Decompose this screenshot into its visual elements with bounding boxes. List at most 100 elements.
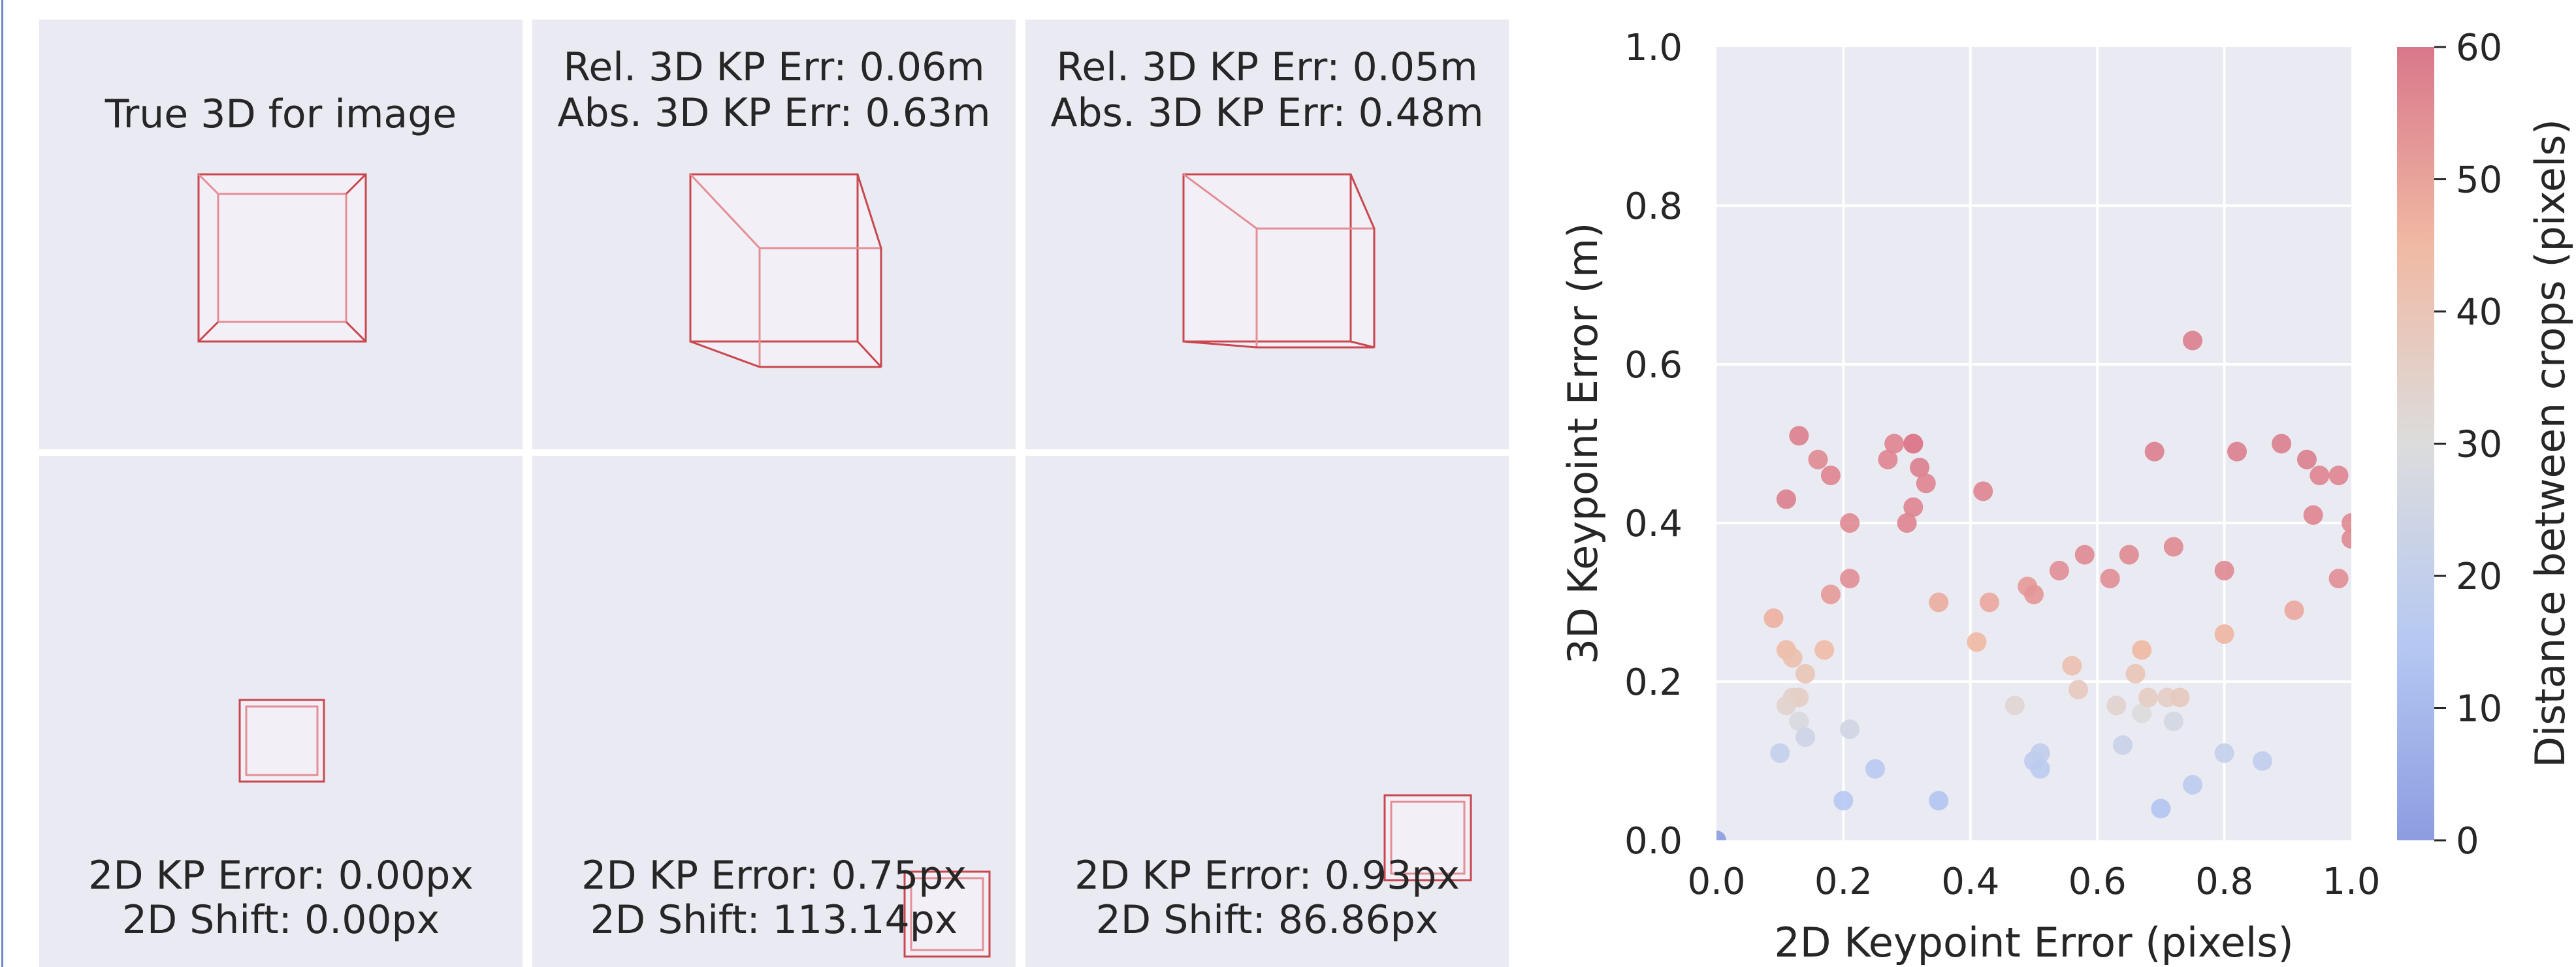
panel-prediction-b-3d: Rel. 3D KP Err: 0.05m Abs. 3D KP Err: 0.… — [1025, 20, 1509, 449]
rel-3d-error-label: Rel. 3D KP Err: 0.06m — [563, 44, 985, 90]
scatter-point — [2328, 569, 2349, 589]
scatter-point — [2163, 537, 2183, 557]
colorbar — [2397, 47, 2434, 840]
scatter-point — [2151, 799, 2171, 819]
cube-wireframe-icon — [197, 173, 367, 343]
scatter-point — [2100, 569, 2120, 589]
scatter-point — [2144, 441, 2165, 462]
colorbar-tick-label: 10 — [2456, 688, 2502, 731]
scatter-point — [1820, 466, 1841, 486]
scatter-point — [2163, 711, 2183, 731]
x-tick-labels: 0.0 0.2 0.4 0.6 0.8 1.0 — [1687, 861, 2380, 903]
scatter-point — [1865, 759, 1885, 779]
y-tick-label: 0.6 — [1624, 344, 1682, 387]
colorbar-title: Distance between crops (pixels) — [2526, 119, 2574, 768]
colorbar-tick-label: 60 — [2456, 27, 2502, 69]
scatter-point — [2062, 656, 2082, 676]
scatter-point — [2272, 434, 2292, 454]
scatter-point — [1903, 497, 1924, 517]
scatter-point — [2214, 743, 2234, 763]
scatter-point — [2138, 688, 2158, 708]
colorbar-tick-label: 0 — [2456, 820, 2479, 863]
cube-wireframe-icon — [689, 173, 882, 368]
scatter-point — [1820, 584, 1841, 605]
scatter-point — [2024, 584, 2044, 605]
scatter-point — [1808, 449, 1828, 469]
2d-kp-error-label: 2D KP Error: 0.93px — [1074, 853, 1460, 898]
scatter-point — [1763, 608, 1784, 628]
scatter-point — [2303, 505, 2323, 525]
x-tick-label: 0.2 — [1814, 861, 1873, 903]
scatter-point — [1776, 695, 1796, 716]
scatter-point — [1789, 426, 1809, 446]
scatter-point — [1979, 592, 1999, 612]
scatter-point — [2227, 441, 2247, 462]
panel-title: True 3D for image — [105, 91, 457, 137]
2d-shift-label: 2D Shift: 0.00px — [121, 897, 440, 943]
scatter-point — [2328, 466, 2349, 486]
colorbar-ticks: 0 10 20 30 40 50 60 — [2434, 27, 2502, 863]
scatter-point — [2125, 663, 2146, 684]
scatter-point — [2069, 680, 2089, 700]
x-tick-label: 0.4 — [1941, 861, 1999, 903]
abs-3d-error-label: Abs. 3D KP Err: 0.48m — [1050, 90, 1484, 136]
scatter-point — [1795, 663, 1816, 684]
abs-3d-error-label: Abs. 3D KP Err: 0.63m — [557, 90, 991, 136]
scatter-point — [1840, 513, 1860, 533]
left-edge-line — [1, 0, 3, 967]
square-crop-icon — [903, 870, 991, 958]
square-crop-icon — [1383, 794, 1472, 881]
scatter-point — [1878, 449, 1898, 469]
scatter-point — [2214, 624, 2234, 644]
scatter-point — [2004, 695, 2025, 716]
rel-3d-error-label: Rel. 3D KP Err: 0.05m — [1056, 44, 1478, 90]
x-tick-label: 1.0 — [2322, 861, 2380, 903]
scatter-point — [1833, 791, 1854, 811]
y-tick-labels: 0.0 0.2 0.4 0.6 0.8 1.0 — [1624, 27, 1682, 863]
colorbar-tick-label: 40 — [2456, 291, 2502, 334]
panel-prediction-a-3d: Rel. 3D KP Err: 0.06m Abs. 3D KP Err: 0.… — [532, 20, 1016, 449]
scatter-point — [2214, 560, 2234, 580]
scatter-point — [1776, 489, 1796, 509]
scatter-point — [1789, 711, 1809, 731]
x-axis-title: 2D Keypoint Error (pixels) — [1774, 919, 2293, 966]
plot-area — [1716, 47, 2351, 840]
x-tick-label: 0.8 — [2195, 861, 2253, 903]
2d-shift-label: 2D Shift: 113.14px — [590, 897, 958, 943]
scatter-point — [1910, 457, 1930, 477]
panel-true-3d: True 3D for image — [39, 20, 523, 449]
scatter-point — [1770, 743, 1790, 763]
scatter-point — [1840, 719, 1860, 739]
scatter-point — [1929, 791, 1949, 811]
panel-true-2d: 2D KP Error: 0.00px 2D Shift: 0.00px — [39, 456, 523, 967]
scatter-point — [1929, 592, 1949, 612]
scatter-point — [1916, 473, 1936, 494]
scatter-point — [2284, 600, 2304, 620]
scatter-point — [2113, 735, 2133, 755]
panel-prediction-b-2d: 2D KP Error: 0.93px 2D Shift: 86.86px — [1025, 456, 1509, 967]
2d-kp-error-label: 2D KP Error: 0.75px — [581, 853, 967, 898]
scatter-point — [2030, 759, 2050, 779]
scatter-point — [1716, 831, 1726, 840]
scatter-point — [1884, 434, 1905, 454]
y-tick-label: 0.0 — [1624, 820, 1682, 863]
grid — [1716, 47, 2351, 840]
square-crop-icon — [238, 699, 325, 783]
scatter-point — [2183, 330, 2202, 351]
scatter-point — [2030, 743, 2050, 763]
scatter-point — [2132, 640, 2152, 660]
scatter-point — [1795, 727, 1816, 748]
scatter-point — [2342, 529, 2351, 549]
x-tick-label: 0.6 — [2069, 861, 2127, 903]
y-tick-label: 0.8 — [1624, 185, 1682, 228]
scatter-point — [2106, 695, 2127, 716]
scatter-point — [2252, 751, 2272, 771]
y-tick-label: 0.2 — [1624, 661, 1682, 704]
scatter-point — [1840, 569, 1860, 589]
colorbar-tick-label: 20 — [2456, 556, 2502, 598]
scatter-point — [2183, 774, 2202, 795]
y-axis-title: 3D Keypoint Error (m) — [1559, 223, 1607, 665]
2d-shift-label: 2D Shift: 86.86px — [1095, 897, 1439, 943]
scatter-point — [2074, 545, 2095, 565]
colorbar-tick-label: 50 — [2456, 159, 2502, 202]
